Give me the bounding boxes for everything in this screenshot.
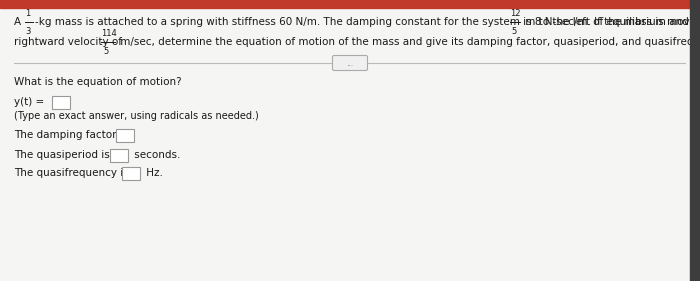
Text: (Type an exact answer, using radicals as needed.): (Type an exact answer, using radicals as… (14, 111, 259, 121)
Text: ...: ... (346, 58, 354, 67)
Text: 114: 114 (101, 28, 117, 37)
Text: The quasifrequency is: The quasifrequency is (14, 168, 129, 178)
Bar (116, 128, 134, 142)
Text: The damping factor is: The damping factor is (14, 130, 128, 140)
Text: 5: 5 (511, 26, 517, 35)
Bar (52, 96, 70, 108)
Bar (690, 0, 700, 281)
Text: y(t) =: y(t) = (14, 97, 48, 107)
Text: A: A (14, 17, 24, 27)
Text: 3: 3 (25, 26, 31, 35)
Bar (122, 167, 140, 180)
Text: Hz.: Hz. (143, 168, 163, 178)
Text: rightward velocity of: rightward velocity of (14, 37, 125, 47)
Bar (0, 0, 700, 8)
Text: The quasiperiod is: The quasiperiod is (14, 150, 110, 160)
Text: m/sec, determine the equation of motion of the mass and give its damping factor,: m/sec, determine the equation of motion … (117, 37, 700, 47)
Text: 5: 5 (103, 46, 108, 56)
Bar (110, 148, 128, 162)
Text: seconds.: seconds. (131, 150, 181, 160)
FancyBboxPatch shape (332, 56, 368, 71)
Text: What is the equation of motion?: What is the equation of motion? (14, 77, 181, 87)
Text: m to the left of equilibrium and given an initial: m to the left of equilibrium and given a… (522, 17, 700, 27)
Text: 12: 12 (510, 8, 521, 17)
Text: 1: 1 (25, 8, 30, 17)
Text: -kg mass is attached to a spring with stiffness 60 N/m. The damping constant for: -kg mass is attached to a spring with st… (35, 17, 700, 27)
